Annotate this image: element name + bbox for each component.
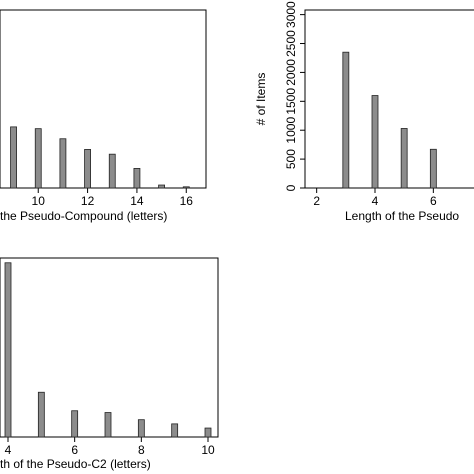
- y-tick-label: 2500: [284, 30, 298, 57]
- x-tick-label: 8: [138, 443, 145, 457]
- bar: [429, 148, 437, 189]
- bar: [400, 128, 408, 189]
- plot-frame: [0, 9, 207, 189]
- x-tick-label: 12: [81, 194, 95, 208]
- y-tick-label: 500: [284, 149, 298, 169]
- bar: [108, 153, 116, 189]
- bar: [34, 128, 42, 189]
- bar: [342, 51, 350, 189]
- bar: [133, 168, 141, 189]
- bar: [59, 138, 67, 189]
- bar: [4, 262, 12, 438]
- y-tick-label: 1500: [284, 88, 298, 115]
- x-tick-label: 2: [313, 194, 320, 208]
- x-tick-label: 10: [201, 443, 215, 457]
- bar: [84, 149, 91, 189]
- x-tick-label: 6: [71, 443, 78, 457]
- x-tick-label: 16: [180, 194, 194, 208]
- y-tick-label: 2000: [284, 59, 298, 86]
- bar: [10, 126, 17, 189]
- y-axis-label: # of Items: [254, 73, 268, 126]
- bar: [104, 412, 112, 438]
- bar: [171, 423, 179, 438]
- x-tick-label: 4: [5, 443, 12, 457]
- x-axis-label: th of the Pseudo-C2 (letters): [0, 457, 151, 471]
- x-tick-label: 6: [430, 194, 437, 208]
- bar: [371, 95, 379, 189]
- x-tick-label: 4: [372, 194, 379, 208]
- bar: [37, 391, 45, 438]
- plot-frame: [304, 9, 474, 189]
- bar: [204, 427, 212, 438]
- bar: [71, 410, 79, 438]
- bar: [182, 186, 190, 189]
- bar: [137, 419, 145, 438]
- y-tick-label: 3000: [284, 1, 298, 28]
- x-axis-label: the Pseudo-Compound (letters): [0, 209, 167, 223]
- plot-frame: [0, 257, 219, 438]
- bar: [158, 184, 165, 189]
- x-tick-label: 10: [32, 194, 46, 208]
- y-tick-label: 0: [284, 184, 298, 191]
- x-axis-label: Length of the Pseudo: [345, 209, 459, 223]
- y-tick-label: 1000: [284, 117, 298, 144]
- x-tick-label: 14: [130, 194, 144, 208]
